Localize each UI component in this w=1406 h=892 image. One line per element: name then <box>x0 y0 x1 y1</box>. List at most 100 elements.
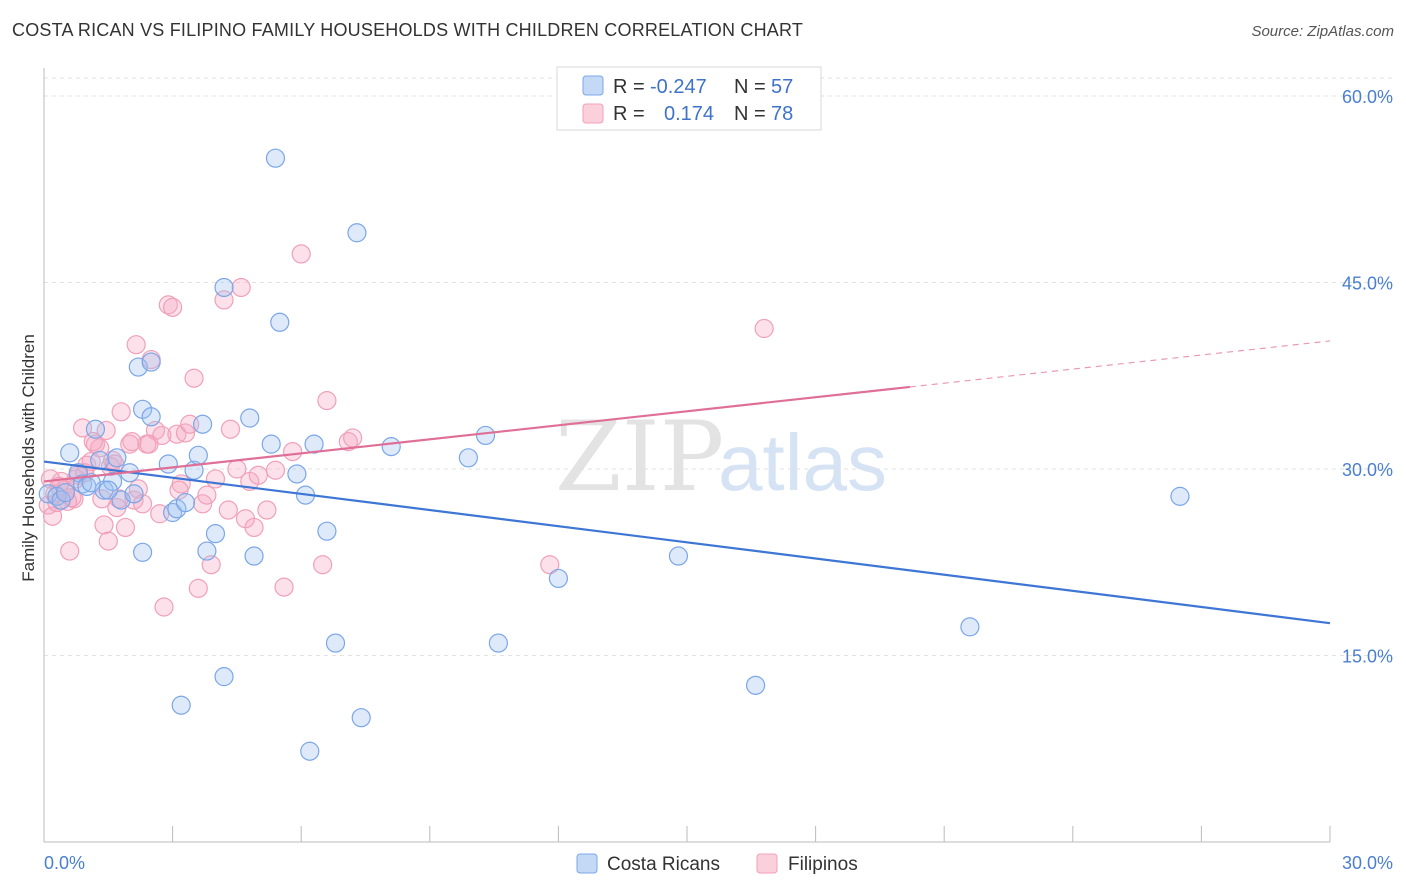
axes <box>43 68 1331 843</box>
costa-rican-point <box>214 667 234 687</box>
costa-rican-point <box>317 521 337 541</box>
costa-rican-point <box>81 473 101 493</box>
filipino-point <box>205 469 226 489</box>
filipino-point <box>111 402 131 422</box>
filipino-point <box>193 494 213 514</box>
filipino-point <box>291 244 311 264</box>
costa-rican-point <box>175 492 196 513</box>
legend-n-value-1: 57 <box>771 76 793 98</box>
filipino-point <box>169 480 189 500</box>
filipino-point <box>120 434 140 454</box>
costa-rican-point <box>188 445 208 465</box>
watermark-zip: ZIP <box>555 401 724 513</box>
filipino-trend-extension <box>909 340 1331 388</box>
filipino-point <box>274 577 294 597</box>
filipino-point <box>244 517 264 538</box>
tick-labels: 15.0% 30.0% 45.0% 60.0% 0.0% 30.0% <box>44 87 1393 873</box>
bottom-legend: Costa Ricans Filipinos <box>576 853 858 875</box>
costa-rican-point <box>197 541 217 561</box>
legend-r-value-2: 0.174 <box>664 103 714 125</box>
filipino-point <box>283 441 303 462</box>
costa-rican-point <box>244 546 264 566</box>
bottom-legend-filipinos: Filipinos <box>788 854 858 875</box>
filipino-point <box>94 515 114 535</box>
costa-rican-point <box>265 148 286 168</box>
filipino-point <box>188 578 208 598</box>
legend-swatch-costa-ricans <box>582 75 604 96</box>
filipino-point <box>257 500 277 520</box>
filipino-trend-line <box>43 385 911 483</box>
bottom-legend-costa-ricans: Costa Ricans <box>607 854 720 875</box>
legend-n-label-2: N = <box>734 103 766 125</box>
costa-rican-point <box>475 425 496 446</box>
costa-rican-point <box>270 312 290 332</box>
source-label: Source: ZipAtlas.com <box>1251 23 1394 40</box>
costa-rican-point <box>171 695 191 715</box>
legend-swatch-filipinos <box>582 103 604 124</box>
costa-rican-point <box>261 434 281 454</box>
filipino-point <box>83 432 103 452</box>
filipino-point <box>248 465 268 485</box>
y-axis-label: Family Households with Children <box>19 334 38 582</box>
costa-rican-point <box>1170 486 1190 506</box>
costa-rican-point <box>60 443 80 463</box>
costa-rican-point <box>98 480 118 500</box>
costa-rican-point <box>141 407 161 427</box>
costa-rican-point <box>351 708 371 728</box>
legend-r-label-1: R = <box>613 76 645 98</box>
costa-rican-point <box>141 352 161 372</box>
costa-rican-point <box>205 524 226 544</box>
costa-rican-point <box>325 633 346 653</box>
costa-rican-point <box>102 471 123 492</box>
filipino-point <box>98 531 118 551</box>
costa-rican-point <box>287 464 307 484</box>
filipino-point <box>540 555 560 575</box>
costa-rican-point <box>960 617 980 637</box>
costa-rican-point <box>193 414 213 434</box>
filipino-point <box>218 500 238 520</box>
trend-lines <box>43 340 1331 625</box>
filipino-point <box>220 419 241 439</box>
costa-rican-point <box>488 633 508 653</box>
costa-rican-point <box>458 448 478 468</box>
costa-rican-point <box>745 675 766 695</box>
costa-rican-point <box>240 408 260 428</box>
filipino-point <box>754 318 774 339</box>
filipino-point <box>231 277 251 298</box>
filipino-point <box>154 597 174 617</box>
filipino-point <box>175 423 196 443</box>
costa-rican-point <box>128 357 148 377</box>
costa-rican-point <box>347 223 367 243</box>
x-tick-label: 0.0% <box>44 853 85 873</box>
costa-rican-point <box>300 741 320 761</box>
filipino-point <box>197 485 217 505</box>
costa-rican-point <box>304 434 324 454</box>
costa-rican-point <box>381 437 401 457</box>
costa-rican-trend-line <box>43 460 1331 625</box>
filipino-point <box>152 425 172 446</box>
costa-rican-point <box>124 484 144 504</box>
filipino-point <box>184 368 204 388</box>
filipino-point <box>60 541 80 561</box>
costa-rican-point <box>107 448 127 468</box>
x-tick-label: 30.0% <box>1342 853 1393 873</box>
costa-rican-point <box>55 483 76 503</box>
costa-rican-point <box>132 542 153 562</box>
y-tick-label: 45.0% <box>1342 274 1393 294</box>
gridlines <box>44 77 1394 656</box>
y-tick-label: 60.0% <box>1342 87 1393 107</box>
legend-n-label-1: N = <box>734 76 766 98</box>
filipino-point <box>317 391 337 411</box>
filipino-point <box>313 555 333 575</box>
legend-n-value-2: 78 <box>771 103 793 125</box>
costa-rican-point <box>548 568 569 589</box>
costa-rican-point <box>214 277 234 298</box>
filipino-point <box>163 297 183 317</box>
top-legend: R = -0.247 N = 57 R = 0.174 N = 78 <box>556 66 822 131</box>
bottom-legend-swatch-costa-ricans <box>576 853 598 874</box>
costa-rican-point <box>85 419 106 439</box>
filipino-point <box>122 432 142 452</box>
costa-rican-point <box>90 450 110 470</box>
filipino-point <box>265 460 286 480</box>
bottom-legend-swatch-filipinos <box>756 853 778 874</box>
